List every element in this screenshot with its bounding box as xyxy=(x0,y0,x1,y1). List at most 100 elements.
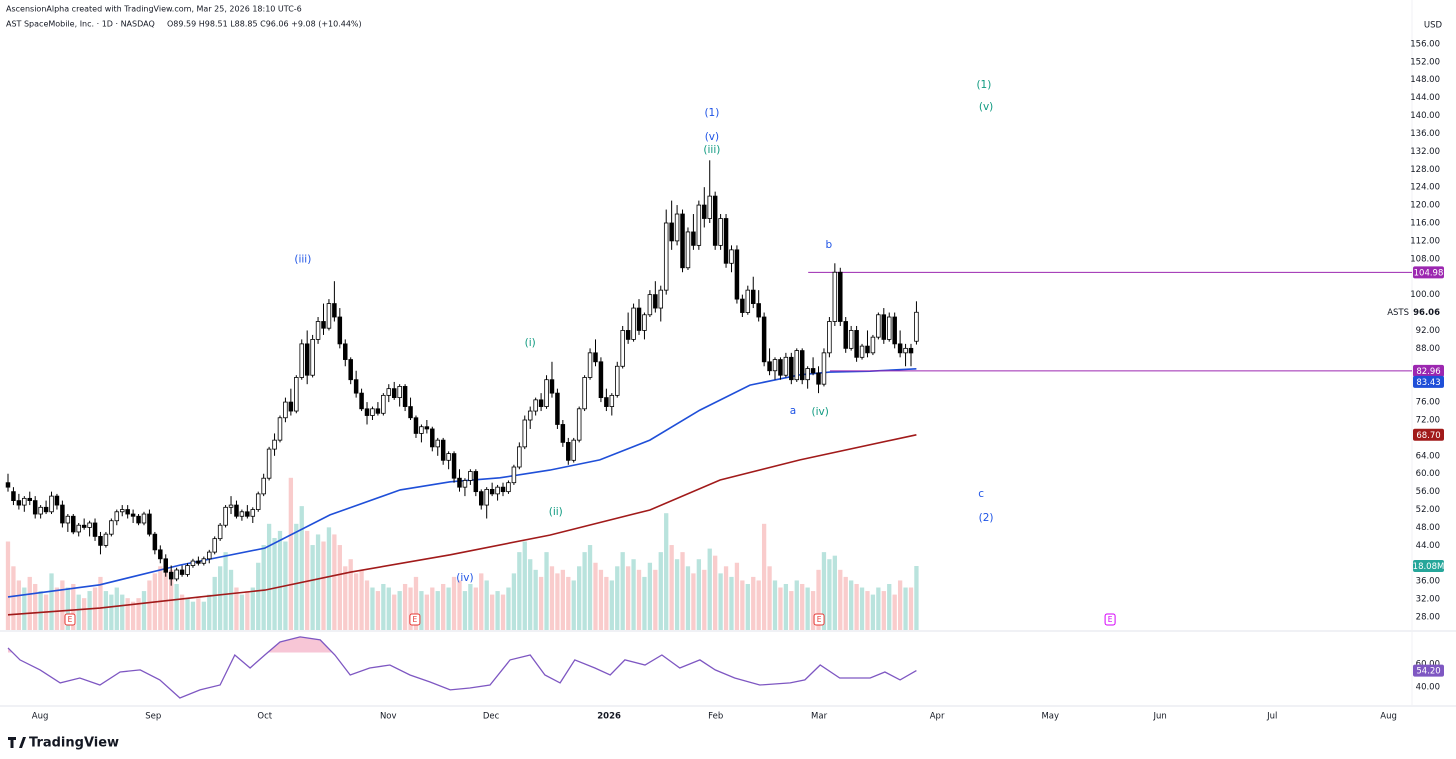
volume-bar xyxy=(903,587,908,630)
y-tick-label: 132.00 xyxy=(1410,147,1440,157)
ma-label-box xyxy=(1413,428,1444,441)
volume-bar xyxy=(838,569,843,630)
volume-bar xyxy=(60,580,65,630)
volume-bar xyxy=(413,576,419,630)
moving-average xyxy=(7,434,917,616)
candle-body xyxy=(343,343,348,360)
earnings-label: E xyxy=(1108,615,1113,624)
candle-body xyxy=(794,350,800,381)
candle-body xyxy=(152,533,158,551)
volume-bar xyxy=(217,566,223,630)
candle-body xyxy=(27,497,33,501)
volume-bar xyxy=(326,527,332,630)
x-tick-label: May xyxy=(1041,712,1059,722)
volume-bar xyxy=(821,552,827,630)
candle-body xyxy=(381,394,386,414)
volume-bar xyxy=(892,594,897,630)
volume-bar xyxy=(71,583,76,630)
volume-bar xyxy=(647,562,653,630)
volume-bar xyxy=(441,583,446,630)
candle-body xyxy=(522,419,528,448)
candle-body xyxy=(691,231,696,246)
candle-body xyxy=(723,218,729,264)
volume-bar xyxy=(82,598,87,630)
candle-body xyxy=(60,504,65,524)
volume-bar xyxy=(201,601,206,630)
candle-body xyxy=(587,352,593,378)
volume-bar xyxy=(832,555,837,630)
candle-body xyxy=(886,316,892,340)
volume-bar xyxy=(315,534,321,630)
volume-bar xyxy=(517,552,522,630)
candle-body xyxy=(631,307,636,340)
volume-bar xyxy=(228,569,234,630)
x-tick-label: Aug xyxy=(32,712,49,722)
candle-body xyxy=(168,571,174,580)
volume-bar xyxy=(239,594,245,630)
volume-bar xyxy=(560,569,566,630)
candle-body xyxy=(413,417,419,434)
volume-bar xyxy=(593,562,598,630)
candle-body xyxy=(174,569,179,580)
ohlc-readout: O89.59 H98.51 L88.85 C96.06 +9.08 (+10.4… xyxy=(167,20,362,29)
candle-body xyxy=(65,515,71,524)
candle-body xyxy=(22,497,27,506)
volume-bar xyxy=(130,601,136,630)
candle-body xyxy=(538,399,544,407)
candle-body xyxy=(805,368,810,381)
y-tick-label: 136.00 xyxy=(1410,129,1440,139)
y-tick-label: 88.00 xyxy=(1416,344,1440,354)
candle-body xyxy=(402,386,408,407)
volume-bar xyxy=(577,566,582,630)
volume-bar xyxy=(544,552,549,630)
candle-body xyxy=(881,314,887,340)
volume-bar xyxy=(370,587,375,630)
candle-body xyxy=(576,408,582,441)
wave-label: (1) xyxy=(976,79,991,91)
volume-bar xyxy=(266,523,272,630)
candle-body xyxy=(92,522,98,537)
volume-bar xyxy=(522,541,527,630)
volume-bar xyxy=(794,580,799,630)
volume-bar xyxy=(473,587,478,630)
y-tick-label: 48.00 xyxy=(1416,523,1440,533)
candle-body xyxy=(685,231,691,269)
last-price-bg xyxy=(1413,306,1444,319)
candle-body xyxy=(353,379,359,394)
volume-bar xyxy=(810,591,816,630)
candle-body xyxy=(848,330,854,349)
volume-bar xyxy=(870,594,876,630)
candle-body xyxy=(419,426,424,434)
volume-bar xyxy=(718,573,723,630)
candle-body xyxy=(185,565,190,575)
volume-bar xyxy=(772,580,778,630)
candle-body xyxy=(702,204,707,219)
volume-bar xyxy=(11,566,16,630)
volume-bar xyxy=(375,591,381,630)
candle-body xyxy=(653,294,658,309)
volume-bar xyxy=(109,594,114,630)
logo-text: TradingView xyxy=(29,736,119,751)
volume-bar xyxy=(555,573,560,630)
candle-body xyxy=(865,345,870,354)
volume-bar xyxy=(843,576,848,630)
wave-label: (2) xyxy=(979,512,994,524)
candle-body xyxy=(32,500,38,515)
candle-body xyxy=(598,361,604,399)
candle-body xyxy=(294,377,299,412)
volume-bar xyxy=(299,506,304,630)
rsi-label: 54.20 xyxy=(1416,667,1440,677)
candle-body xyxy=(136,515,141,524)
volume-bar xyxy=(604,576,609,630)
volume-bar xyxy=(669,545,674,630)
hline-label: 82.96 xyxy=(1416,367,1440,377)
candle-body xyxy=(228,504,234,508)
candle-body xyxy=(517,446,522,468)
volume-bar xyxy=(549,566,555,630)
wave-label: (iv) xyxy=(456,572,473,584)
candle-body xyxy=(234,504,239,517)
volume-bar xyxy=(489,594,495,630)
candle-body xyxy=(462,480,468,488)
